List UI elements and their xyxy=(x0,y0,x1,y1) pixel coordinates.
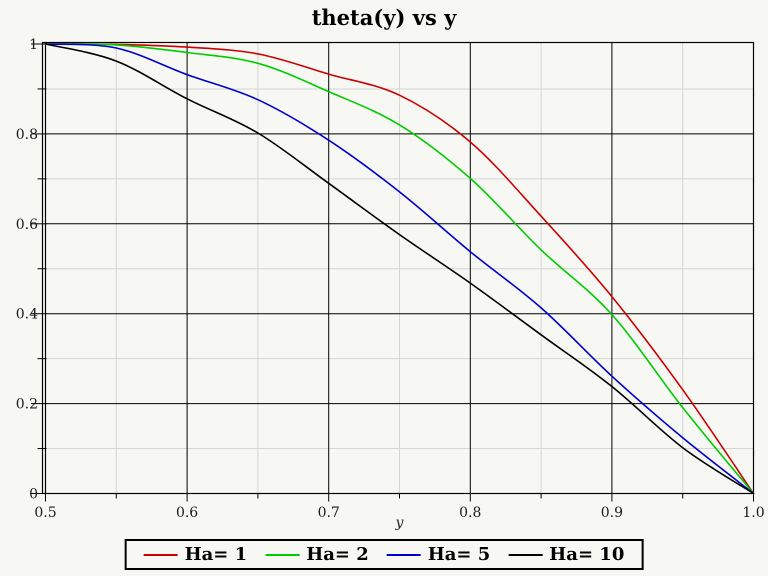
legend-line-swatch xyxy=(143,553,178,556)
legend-box: Ha= 1 Ha= 2 Ha= 5 Ha= 10 xyxy=(124,539,644,570)
major-gridlines xyxy=(45,42,754,494)
x-tick-label: 0.8 xyxy=(459,505,481,521)
y-tick-label: 0 xyxy=(29,487,38,503)
plot-frame xyxy=(41,41,755,495)
curve-ha1 xyxy=(44,43,755,495)
y-tick-label: 0.2 xyxy=(16,397,38,413)
x-tick-label: 0.9 xyxy=(601,505,623,521)
tick-labels: 0.5 0.6 0.7 0.8 0.9 1.0 0 0.2 0.4 0.6 0.8 1 xyxy=(16,37,765,521)
y-tick-label: 0.6 xyxy=(16,217,38,233)
y-tick-label: 1 xyxy=(29,37,38,53)
legend-label: Ha= 10 xyxy=(549,544,625,565)
curve-ha10 xyxy=(44,43,755,495)
x-tick-label: 0.6 xyxy=(176,505,198,521)
minor-gridlines xyxy=(45,42,754,494)
legend-label: Ha= 5 xyxy=(427,544,491,565)
legend-item-ha2: Ha= 2 xyxy=(256,543,378,566)
legend-line-swatch xyxy=(265,553,300,556)
x-tick-label: 1.0 xyxy=(742,505,764,521)
axis-ticks xyxy=(31,43,754,502)
curve-ha5 xyxy=(44,43,755,495)
chart-title: theta(y) vs y xyxy=(311,5,457,30)
legend-item-ha5: Ha= 5 xyxy=(378,543,500,566)
legend-line-swatch xyxy=(386,553,421,556)
legend-label: Ha= 2 xyxy=(306,544,369,565)
y-tick-label: 0.8 xyxy=(16,127,38,143)
legend-item-ha1: Ha= 1 xyxy=(135,543,257,566)
legend-label: Ha= 1 xyxy=(184,544,248,565)
curve-ha2 xyxy=(44,43,755,495)
x-tick-label: 0.5 xyxy=(34,505,56,521)
x-tick-label: 0.7 xyxy=(318,505,340,521)
x-axis-title: y xyxy=(395,515,404,531)
y-tick-label: 0.4 xyxy=(16,307,38,323)
legend-line-swatch xyxy=(508,553,543,556)
legend-item-ha10: Ha= 10 xyxy=(499,543,633,566)
